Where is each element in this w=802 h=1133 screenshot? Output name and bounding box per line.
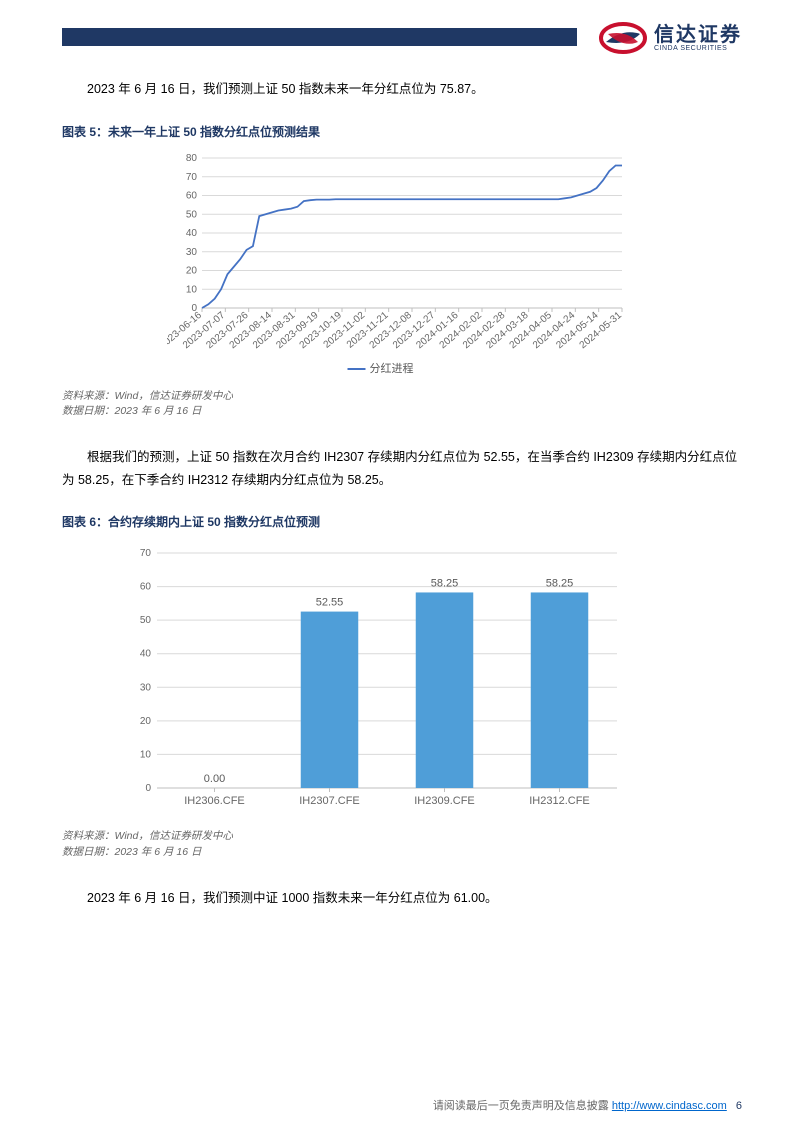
svg-text:52.55: 52.55 [316, 597, 344, 609]
svg-text:60: 60 [140, 582, 152, 593]
chart6: 0 10 20 30 40 50 60 70 0.00 IH2306.CFE 52.55 IH2307… [117, 538, 742, 821]
paragraph-2: 根据我们的预测，上证 50 指数在次月合约 IH2307 存续期内分红点位为 5… [62, 446, 742, 491]
svg-text:IH2306.CFE: IH2306.CFE [184, 795, 245, 807]
logo: 信达证券 CINDA SECURITIES [598, 20, 742, 56]
content: 2023 年 6 月 16 日，我们预测上证 50 指数未来一年分红点位为 75… [62, 78, 742, 931]
header-bar [62, 28, 577, 46]
footer: 请阅读最后一页免责声明及信息披露 http://www.cindasc.com … [433, 1097, 742, 1113]
svg-text:分红进程: 分红进程 [370, 362, 414, 375]
svg-text:IH2312.CFE: IH2312.CFE [529, 795, 590, 807]
svg-text:IH2307.CFE: IH2307.CFE [299, 795, 360, 807]
svg-text:50: 50 [140, 615, 152, 626]
svg-text:IH2309.CFE: IH2309.CFE [414, 795, 475, 807]
svg-text:50: 50 [186, 209, 198, 220]
page-number: 6 [736, 1100, 742, 1112]
svg-text:30: 30 [186, 246, 198, 257]
chart5-source1: 资料来源：Wind，信达证券研发中心 [62, 389, 742, 405]
svg-text:10: 10 [140, 749, 152, 760]
logo-text-en: CINDA SECURITIES [654, 45, 742, 52]
svg-text:20: 20 [140, 716, 152, 727]
paragraph-1: 2023 年 6 月 16 日，我们预测上证 50 指数未来一年分红点位为 75… [62, 78, 742, 101]
chart6-source1: 资料来源：Wind，信达证券研发中心 [62, 829, 742, 845]
paragraph-3: 2023 年 6 月 16 日，我们预测中证 1000 指数未来一年分红点位为 … [62, 887, 742, 910]
svg-text:40: 40 [140, 649, 152, 660]
svg-text:80: 80 [186, 153, 198, 164]
svg-text:60: 60 [186, 190, 198, 201]
svg-text:58.25: 58.25 [431, 577, 459, 589]
svg-text:70: 70 [140, 548, 152, 559]
logo-text-cn: 信达证券 [654, 25, 742, 45]
svg-text:70: 70 [186, 171, 198, 182]
chart5-source2: 数据日期：2023 年 6 月 16 日 [62, 404, 742, 420]
footer-text: 请阅读最后一页免责声明及信息披露 [433, 1100, 612, 1112]
logo-swirl-icon [598, 20, 648, 56]
footer-link[interactable]: http://www.cindasc.com [612, 1100, 727, 1112]
svg-text:20: 20 [186, 265, 198, 276]
svg-text:0: 0 [145, 783, 151, 794]
chart6-source2: 数据日期：2023 年 6 月 16 日 [62, 845, 742, 861]
chart5: 010203040506070802023-06-162023-07-07202… [167, 148, 742, 381]
svg-text:10: 10 [186, 284, 198, 295]
svg-text:30: 30 [140, 682, 152, 693]
svg-text:40: 40 [186, 228, 198, 239]
chart5-title: 图表 5：未来一年上证 50 指数分红点位预测结果 [62, 123, 742, 140]
svg-text:0.00: 0.00 [204, 773, 225, 785]
svg-text:58.25: 58.25 [546, 577, 574, 589]
chart6-title: 图表 6：合约存续期内上证 50 指数分红点位预测 [62, 513, 742, 530]
